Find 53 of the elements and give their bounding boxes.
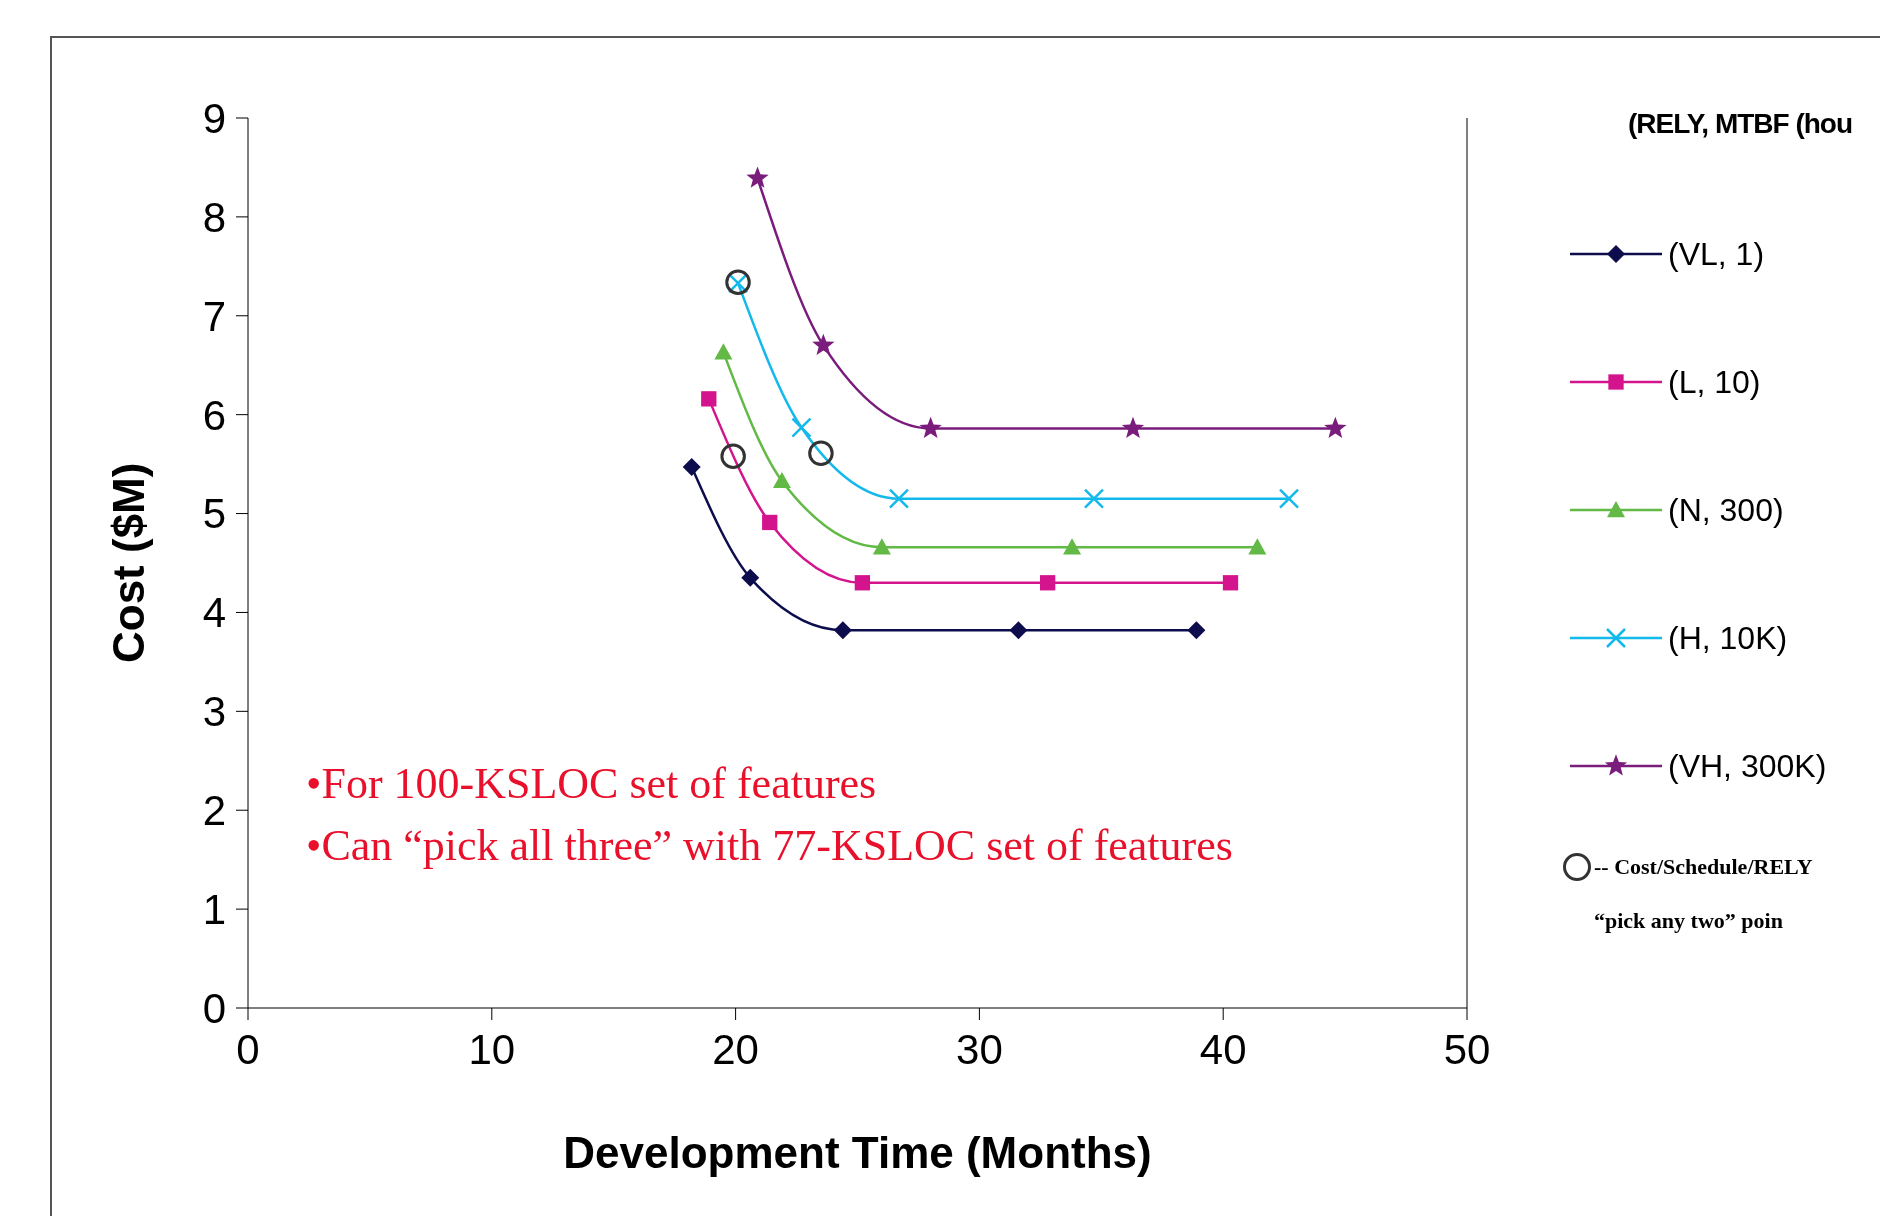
point [1063, 538, 1082, 555]
x-tick-label: 50 [1443, 1025, 1491, 1073]
y-tick-label: 5 [202, 490, 226, 538]
x-tick-label: 20 [712, 1025, 759, 1073]
point [762, 514, 778, 531]
legend-label: (VL, 1) [1668, 235, 1765, 273]
y-tick-label: 6 [202, 391, 226, 439]
y-tick-label: 1 [202, 886, 226, 934]
point [746, 166, 769, 188]
x-tick-label: 0 [236, 1025, 260, 1073]
point [1187, 621, 1206, 640]
point [919, 416, 942, 438]
y-tick-label: 8 [202, 193, 226, 241]
point [1083, 488, 1105, 509]
legend-title: (RELY, MTBF (hou [1628, 108, 1853, 140]
annotation: •Can “pick all three” with 77-KSLOC set of features [306, 820, 1233, 872]
y-tick-label: 0 [202, 984, 226, 1032]
point [791, 417, 812, 438]
x-tick-label: 30 [956, 1025, 1003, 1073]
point [808, 440, 834, 466]
point [833, 621, 852, 640]
point [812, 333, 835, 355]
y-tick-label: 3 [202, 688, 226, 736]
text: -- Cost/Schedule/RELY “pick any two” poin [1594, 854, 1813, 933]
y-tick-label: 9 [202, 94, 226, 142]
point [854, 575, 871, 591]
point [1121, 416, 1145, 438]
annotation: •For 100-KSLOC set of features [306, 758, 878, 810]
point [720, 443, 746, 469]
point [682, 458, 701, 477]
x-tick-label: 10 [468, 1025, 516, 1073]
point [888, 488, 910, 509]
y-axis-title: Cost ($M) [103, 462, 153, 663]
point [772, 471, 791, 489]
x-axis-title: Development Time (Months) [563, 1128, 1152, 1177]
point [701, 391, 717, 407]
point [1040, 575, 1056, 591]
legend-label: (L, 10) [1668, 363, 1761, 401]
point [714, 343, 733, 360]
point [1278, 488, 1300, 509]
legend-label: (H, 10K) [1668, 619, 1788, 657]
y-tick-label: 2 [202, 787, 226, 835]
x-tick-label: 40 [1199, 1025, 1247, 1073]
legend-label: (VH, 300K) [1668, 747, 1827, 785]
legend-label: (N, 300) [1668, 491, 1784, 529]
point [1248, 538, 1267, 555]
y-tick-label: 4 [202, 589, 226, 637]
point [1009, 621, 1028, 640]
point [872, 538, 891, 555]
point [1222, 575, 1239, 591]
y-tick-label: 7 [202, 292, 226, 340]
point [1324, 416, 1347, 438]
point [741, 568, 760, 587]
